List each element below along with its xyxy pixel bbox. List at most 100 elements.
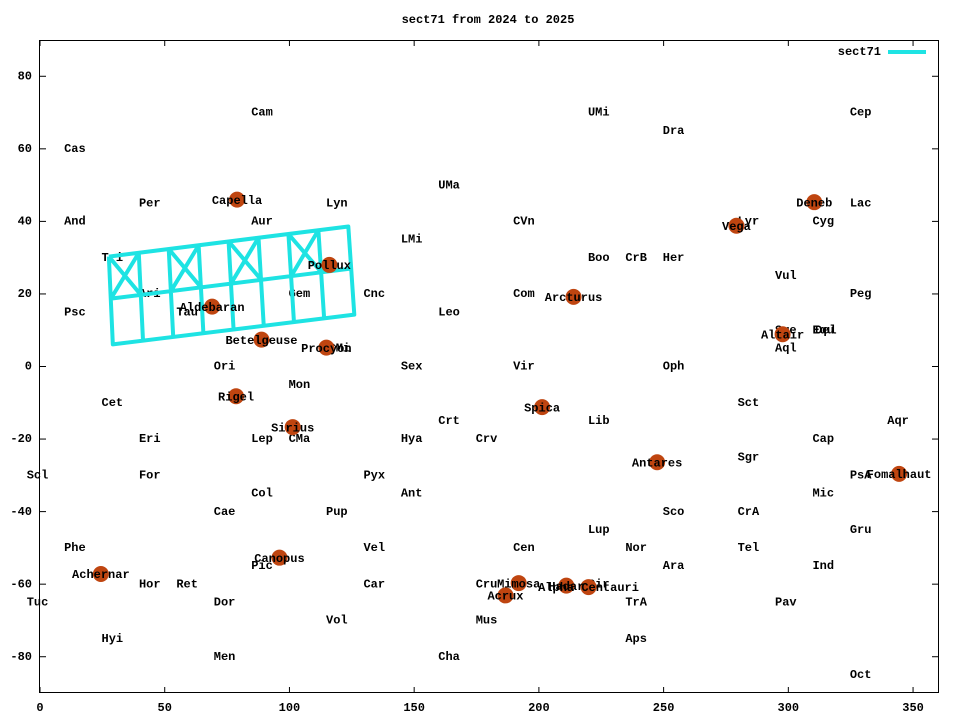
constellation-label: Nor [625,541,647,555]
star-label: Deneb [796,196,832,210]
star-label: Arcturus [545,291,603,305]
star-label: Pollux [308,259,351,273]
star-label: Capella [212,194,262,208]
constellation-label: UMi [588,106,610,120]
y-tick-label: -20 [10,432,32,446]
constellation-label: Ori [214,360,236,374]
constellation-label: Sct [738,396,760,410]
x-tick-label: 300 [778,701,800,715]
star-marker [565,288,582,305]
y-tick-label: 60 [18,142,32,156]
constellation-label: Hya [401,432,423,446]
star-label: Hadar [548,580,584,594]
star-label: Mimosa [497,577,540,591]
constellation-label: Psc [64,305,86,319]
constellation-label: Ara [663,559,685,573]
star-marker [497,587,514,604]
constellation-label: Sgr [738,450,760,464]
star-label: Canopus [254,552,304,566]
star-marker [271,549,288,566]
star-label: Altair [761,328,804,342]
constellation-label: Cap [812,432,834,446]
constellation-label: Sex [401,360,423,374]
y-tick-label: -40 [10,505,32,519]
star-marker [806,194,823,211]
star-marker [228,388,245,405]
constellation-label: CrB [625,251,647,265]
constellation-label: Cas [64,142,86,156]
constellation-label: Mic [812,487,834,501]
plot-frame [39,40,939,693]
star-marker [318,339,335,356]
constellation-label: Pyx [363,469,385,483]
star-marker [253,331,270,348]
star-label: Procyon [301,342,351,356]
star-marker [92,566,109,583]
constellation-label: Cen [513,541,535,555]
constellation-label: Aps [625,632,647,646]
star-label: Acrux [487,590,523,604]
constellation-label: Tel [738,541,760,555]
star-label: Sirius [271,421,314,435]
constellation-label: Mon [289,378,311,392]
constellation-label: Hyi [102,632,124,646]
y-tick-label: 40 [18,215,32,229]
constellation-label: Oct [850,668,872,682]
y-tick-label: 80 [18,69,32,83]
constellation-label: Cae [214,505,236,519]
star-marker [534,399,551,416]
constellation-label: TrA [625,595,647,609]
constellation-label: Gru [850,523,872,537]
constellation-label: Del [815,323,837,337]
star-marker [728,217,745,234]
chart-title: sect71 from 2024 to 2025 [402,13,575,27]
constellation-label: PsA [850,469,872,483]
y-tick-label: 20 [18,287,32,301]
star-marker [229,191,246,208]
constellation-label: Her [663,251,685,265]
x-tick-label: 50 [158,701,172,715]
x-tick-label: 150 [403,701,425,715]
constellation-label: Oph [663,360,685,374]
constellation-label: Cyg [812,215,834,229]
constellation-label: Leo [438,305,460,319]
star-label: Antares [632,456,682,470]
constellation-label: Men [214,650,236,664]
x-tick-label: 200 [528,701,550,715]
constellation-label: Tau [176,305,198,319]
constellation-label: Col [251,487,273,501]
constellation-label: Lac [850,196,872,210]
constellation-label: Cha [438,650,460,664]
constellation-label: And [64,215,86,229]
constellation-label: Ind [812,559,834,573]
constellation-label: Cep [850,106,872,120]
star-label: Achernar [72,568,130,582]
constellation-label: CMa [289,432,311,446]
constellation-label: Sco [663,505,685,519]
constellation-label: Lib [588,414,610,428]
x-tick-label: 250 [653,701,675,715]
constellation-label: Ret [176,577,198,591]
constellation-label: Lep [251,432,273,446]
constellation-label: Com [513,287,535,301]
star-marker [510,575,527,592]
constellation-label: Hor [139,577,161,591]
constellation-label: Cnc [363,287,385,301]
constellation-label: Cam [251,106,273,120]
star-marker [649,454,666,471]
constellation-label: Aql [775,342,797,356]
constellation-label: Vir [513,360,535,374]
y-tick-label: -60 [10,577,32,591]
constellation-label: Lyn [326,196,348,210]
constellation-label: Cet [102,396,124,410]
constellation-label: Lup [588,523,610,537]
constellation-label: Pup [326,505,348,519]
legend-label: sect71 [838,45,881,59]
star-marker [891,465,908,482]
y-tick-label: 0 [25,360,32,374]
constellation-label: Car [363,577,385,591]
y-tick-label: -80 [10,650,32,664]
